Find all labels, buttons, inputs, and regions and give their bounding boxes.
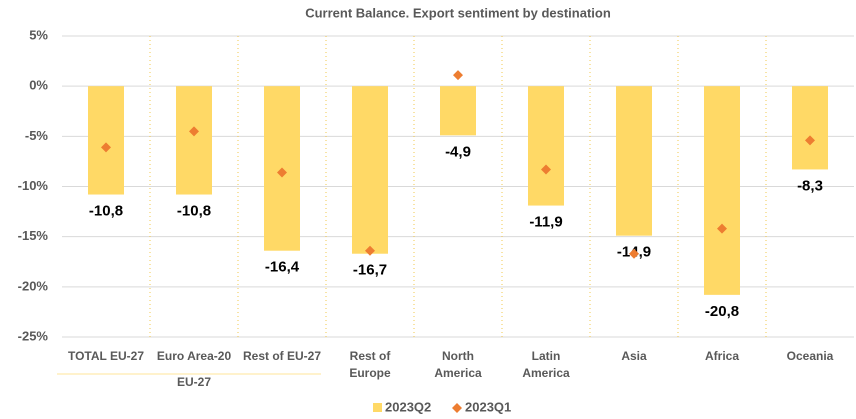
x-tick-line: America xyxy=(522,366,570,380)
y-tick-label: -25% xyxy=(18,328,49,343)
marker xyxy=(629,248,639,259)
chart-title: Current Balance. Export sentiment by des… xyxy=(305,5,611,20)
bar xyxy=(792,86,828,170)
x-tick-line: Europe xyxy=(349,366,391,380)
x-tick-line: Latin xyxy=(532,349,561,363)
data-label: -16,4 xyxy=(265,259,300,276)
y-tick-label: -15% xyxy=(18,228,49,243)
data-label: -16,7 xyxy=(353,262,387,279)
data-label: -8,3 xyxy=(797,177,823,194)
x-tick-label: Rest of Europe xyxy=(349,349,391,380)
legend-label: 2023Q2 xyxy=(385,399,431,414)
bar xyxy=(704,86,740,295)
marker xyxy=(277,167,287,178)
marker xyxy=(541,164,551,175)
data-label: -10,8 xyxy=(177,202,211,219)
x-tick-label: Africa xyxy=(705,349,739,363)
bar xyxy=(176,86,212,195)
y-tick-label: -5% xyxy=(25,128,49,143)
legend-swatch xyxy=(373,403,382,412)
x-tick-label: North America xyxy=(434,349,482,380)
group-label: EU-27 xyxy=(177,375,211,389)
x-tick-label: Asia xyxy=(621,349,647,363)
x-tick-line: Rest of xyxy=(350,349,392,363)
y-tick-label: -10% xyxy=(18,178,49,193)
y-tick-label: 0% xyxy=(29,78,48,93)
marker xyxy=(453,70,463,81)
data-label: -11,9 xyxy=(529,214,562,231)
x-tick-label: Rest of EU-27 xyxy=(243,349,321,363)
marker xyxy=(365,245,375,256)
bar xyxy=(440,86,476,136)
y-tick-label: 5% xyxy=(29,27,48,42)
x-tick-label: Oceania xyxy=(787,349,834,363)
bar xyxy=(352,86,388,254)
data-label: -20,8 xyxy=(705,303,739,320)
legend-swatch xyxy=(452,403,462,413)
x-tick-line: North xyxy=(442,349,474,363)
y-tick-label: -20% xyxy=(18,278,49,293)
marker xyxy=(189,126,199,137)
marker xyxy=(805,135,815,146)
data-label: -4,9 xyxy=(445,143,471,160)
x-tick-label: Latin America xyxy=(522,349,570,380)
legend-label: 2023Q1 xyxy=(465,399,511,414)
marker xyxy=(101,142,111,153)
data-label: -10,8 xyxy=(89,202,123,219)
marker xyxy=(717,223,727,234)
x-tick-label: Euro Area-20 xyxy=(157,349,232,363)
x-tick-label: TOTAL EU-27 xyxy=(68,349,144,363)
bar xyxy=(528,86,564,206)
x-tick-line: America xyxy=(434,366,482,380)
bar xyxy=(616,86,652,236)
bar xyxy=(88,86,124,195)
